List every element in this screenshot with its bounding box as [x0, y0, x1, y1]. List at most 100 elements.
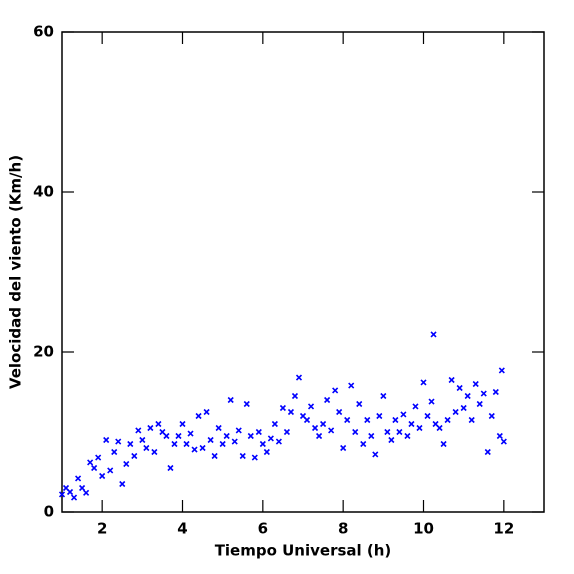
point [360, 440, 367, 448]
point [75, 475, 82, 482]
point [364, 416, 371, 424]
point [496, 432, 503, 440]
point [283, 428, 290, 436]
point [215, 424, 222, 432]
point [476, 400, 483, 408]
point [332, 387, 339, 394]
point [123, 460, 130, 468]
point [291, 392, 299, 400]
point [420, 379, 427, 386]
point [207, 436, 214, 444]
point [91, 464, 98, 472]
point [352, 428, 359, 436]
point [396, 428, 403, 436]
point [492, 388, 499, 396]
point [247, 432, 254, 440]
point [424, 412, 431, 420]
point [311, 424, 319, 432]
y-tick-label: 40 [33, 183, 54, 201]
point [127, 440, 134, 448]
point [263, 448, 270, 456]
point [440, 440, 447, 448]
x-tick-label: 10 [413, 520, 434, 538]
point [259, 440, 266, 448]
point [436, 424, 443, 432]
x-tick-label: 6 [258, 520, 268, 538]
point [452, 408, 459, 416]
point [500, 438, 507, 445]
point [231, 438, 238, 445]
x-tick-label: 2 [97, 520, 107, 538]
point [151, 448, 158, 456]
point [404, 432, 411, 440]
point [460, 404, 467, 412]
point [344, 416, 351, 424]
point [428, 398, 435, 405]
point [239, 452, 246, 460]
point [175, 432, 182, 440]
point [484, 448, 491, 456]
point [316, 432, 323, 440]
point [456, 384, 463, 392]
point [368, 432, 375, 440]
point [187, 430, 194, 437]
point [412, 403, 419, 410]
point [287, 408, 295, 416]
point [119, 480, 126, 488]
point [107, 467, 114, 474]
point [99, 472, 106, 480]
point [488, 412, 495, 420]
y-tick-label: 0 [44, 503, 54, 521]
point [111, 448, 118, 456]
point [219, 440, 226, 448]
point [79, 484, 86, 492]
point [203, 408, 210, 416]
point [340, 444, 347, 452]
point [267, 435, 274, 442]
point [468, 416, 475, 424]
x-axis-label: Tiempo Universal (h) [215, 542, 392, 560]
point [191, 446, 198, 453]
point [195, 412, 202, 420]
point [155, 420, 162, 428]
point [464, 392, 471, 400]
point [372, 451, 379, 458]
point [307, 403, 315, 410]
x-tick-label: 12 [493, 520, 514, 538]
point [223, 432, 230, 440]
point [171, 440, 178, 448]
point [348, 382, 355, 389]
point [167, 464, 174, 472]
point [271, 420, 278, 428]
point [388, 436, 395, 444]
y-tick-label: 60 [33, 23, 54, 41]
point [66, 488, 74, 496]
point [199, 444, 206, 452]
point [243, 400, 250, 408]
point [320, 420, 327, 428]
point [179, 420, 186, 428]
point [279, 404, 286, 412]
x-tick-label: 8 [338, 520, 348, 538]
point [295, 374, 303, 381]
point [416, 424, 423, 432]
point [211, 452, 218, 460]
x-tick-label: 4 [177, 520, 187, 538]
point [408, 420, 415, 428]
point [498, 367, 505, 374]
point [135, 427, 142, 434]
point [139, 436, 146, 444]
plot-frame [61, 31, 545, 513]
point [58, 491, 66, 498]
point [131, 452, 138, 460]
point [336, 408, 343, 416]
point [255, 428, 262, 436]
point [480, 390, 487, 397]
point [384, 428, 391, 436]
point [103, 436, 110, 444]
point [380, 392, 387, 400]
point [70, 494, 78, 501]
point [472, 380, 479, 388]
point [83, 489, 90, 496]
point [183, 440, 190, 448]
